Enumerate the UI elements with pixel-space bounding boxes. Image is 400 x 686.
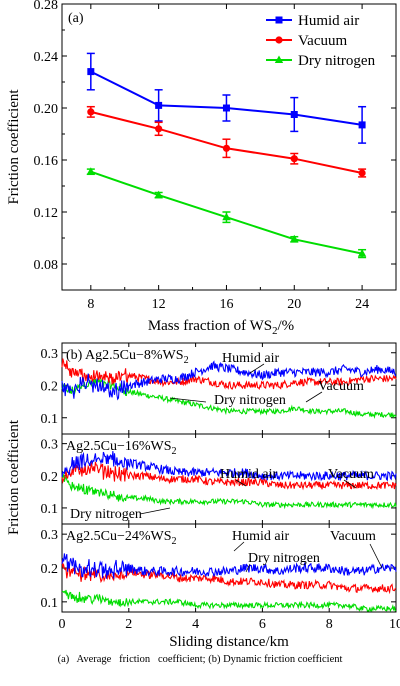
panel-a-xtick-label: 8	[87, 297, 94, 312]
panel-a-ytick-label: 0.12	[34, 206, 59, 221]
data-point-humid-air	[87, 68, 95, 76]
panel-b-ytick-label: 0.2	[41, 562, 59, 577]
legend-label-dry-nitrogen: Dry nitrogen	[298, 53, 376, 69]
data-point-vacuum	[290, 155, 298, 163]
legend-label-humid-air: Humid air	[298, 13, 359, 29]
annotation-leader	[305, 391, 323, 403]
legend-label-vacuum: Vacuum	[298, 33, 347, 49]
data-point-vacuum	[87, 108, 95, 116]
trace-vacuum	[61, 358, 397, 391]
panel-b-xtick-label: 4	[192, 617, 199, 632]
annotation-leader	[343, 479, 357, 489]
trace-humid-air	[61, 451, 397, 482]
legend-marker-humid-air	[275, 16, 283, 24]
panel-b-ytick-label: 0.2	[41, 379, 59, 394]
trace-vacuum	[61, 560, 397, 595]
trace-humid-air	[61, 553, 397, 579]
panel-a-frame	[61, 3, 397, 291]
annotation-humid-air: Humid air	[222, 351, 279, 366]
annotation-leader	[245, 563, 251, 573]
data-point-dry-nitrogen	[290, 234, 299, 243]
annotation-humid-air: Humid air	[232, 529, 289, 544]
data-point-dry-nitrogen	[86, 167, 96, 175]
panel-b-ytick-label: 0.3	[41, 528, 59, 543]
data-point-humid-air	[290, 111, 298, 118]
panel-b-xtick-label: 0	[59, 617, 66, 632]
panel-b-ytick-label: 0.1	[41, 502, 59, 517]
data-point-vacuum	[358, 169, 366, 177]
legend-marker-dry-nitrogen	[274, 55, 284, 63]
panel-a-xtick-label: 12	[152, 297, 166, 312]
panel-a-ytick-label: 0.28	[34, 0, 59, 13]
annotation-leader	[233, 541, 245, 552]
annotation-dry-nitrogen: Dry nitrogen	[70, 507, 142, 522]
data-point-humid-air	[155, 101, 163, 109]
figure-caption: (a) Average friction coefficient; (b) Dy…	[57, 654, 343, 665]
trace-humid-air	[61, 360, 397, 401]
panel-a-xtick-label: 20	[287, 297, 301, 312]
panel-a-ytick-label: 0.20	[34, 102, 59, 117]
trace-vacuum	[61, 461, 397, 491]
panel-b-xtick-label: 10	[389, 617, 400, 632]
panel-a-ytick-label: 0.08	[34, 258, 59, 273]
annotation-leader	[369, 543, 383, 569]
data-point-dry-nitrogen	[154, 190, 163, 199]
panel-b-ytick-label: 0.3	[41, 438, 59, 453]
trace-dry-nitrogen	[61, 472, 397, 510]
panel-b-xtick-label: 2	[125, 617, 132, 632]
panel-a-ylabel: Friction coefficient	[6, 89, 22, 205]
trace-dry-nitrogen	[61, 377, 397, 419]
data-point-dry-nitrogen	[222, 212, 231, 221]
panel-a-label: (a)	[68, 11, 84, 26]
panel-b2-title: Ag2.5Cu−16%WS2	[66, 439, 177, 457]
annotation-vacuum: Vacuum	[318, 379, 364, 394]
annotation-dry-nitrogen: Dry nitrogen	[214, 393, 286, 408]
annotation-vacuum: Vacuum	[328, 467, 374, 482]
annotation-humid-air: Humid air	[220, 467, 277, 482]
annotation-leader	[169, 397, 207, 403]
annotation-dry-nitrogen: Dry nitrogen	[248, 551, 320, 566]
panel-a-xtick-label: 24	[355, 297, 369, 312]
panel-a-ytick-label: 0.24	[34, 50, 59, 65]
data-point-humid-air	[222, 104, 230, 112]
data-point-dry-nitrogen	[357, 249, 367, 257]
panel-a-xtick-label: 16	[219, 297, 233, 312]
panel-a-ytick-label: 0.16	[34, 154, 59, 169]
annotation-leader	[139, 507, 171, 515]
panel-b-xtick-label: 8	[326, 617, 333, 632]
panel-b-ytick-label: 0.1	[41, 412, 59, 427]
trace-dry-nitrogen	[61, 589, 397, 613]
panel-b-ytick-label: 0.2	[41, 470, 59, 485]
data-point-vacuum	[155, 125, 163, 133]
panel-b-xlabel: Sliding distance/km	[169, 634, 289, 650]
data-point-vacuum	[222, 144, 231, 152]
panel-b-ylabel: Friction coefficient	[6, 419, 22, 535]
panel-b3-title: Ag2.5Cu−24%WS2	[66, 529, 177, 547]
panel-b-xtick-label: 6	[259, 617, 266, 632]
legend-marker-vacuum	[275, 36, 283, 44]
panel-a-xlabel: Mass fraction of WS2/%	[148, 318, 294, 337]
panel-b-ytick-label: 0.3	[41, 347, 59, 362]
panel-b1-title: (b) Ag2.5Cu−8%WS2	[66, 348, 189, 366]
annotation-vacuum: Vacuum	[330, 529, 376, 544]
data-point-humid-air	[358, 121, 366, 129]
annotation-leader	[235, 479, 247, 487]
panel-b-ytick-label: 0.1	[41, 596, 59, 611]
annotation-leader	[249, 363, 265, 374]
